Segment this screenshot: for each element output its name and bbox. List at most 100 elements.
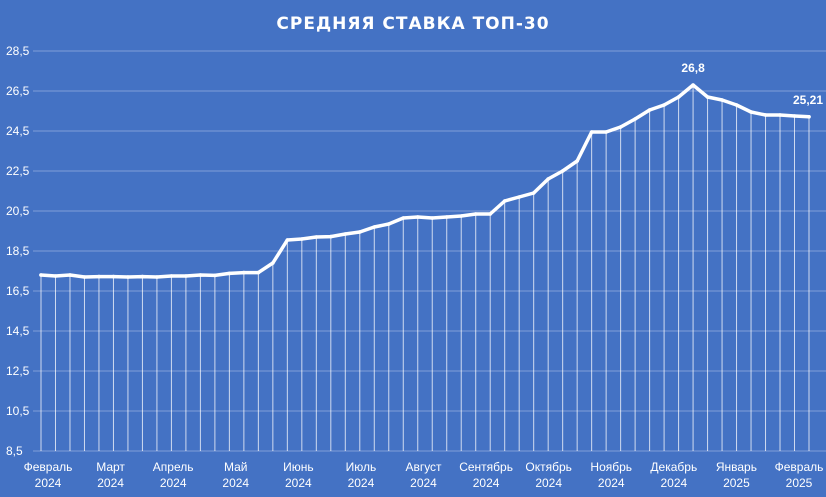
data-point: [560, 169, 565, 173]
data-point: [169, 274, 174, 278]
y-tick-label: 28,5: [6, 44, 30, 58]
data-point: [329, 234, 333, 239]
data-point: [575, 159, 579, 163]
data-point: [53, 274, 58, 278]
data-point: [415, 215, 420, 219]
data-point: [792, 114, 797, 118]
drop-lines: [40, 85, 810, 451]
series-layer: [39, 83, 811, 279]
data-point: [502, 199, 507, 203]
data-point: [357, 230, 362, 234]
y-tick-label: 10,5: [6, 404, 30, 418]
data-point: [271, 261, 275, 265]
data-point: [705, 95, 710, 99]
data-point: [372, 225, 377, 229]
x-tick-year: 2024: [97, 476, 124, 490]
data-point: [401, 216, 406, 220]
x-tick-year: 2024: [35, 476, 62, 490]
data-point: [126, 275, 130, 279]
data-point: [691, 83, 695, 87]
data-point: [778, 113, 782, 117]
data-point: [314, 235, 319, 239]
x-tick-year: 2025: [786, 476, 813, 490]
data-point: [807, 115, 811, 119]
data-point: [97, 274, 101, 279]
data-point: [531, 191, 536, 195]
data-point: [749, 110, 753, 114]
chart-title: СРЕДНЯЯ СТАВКА ТОП-30: [276, 14, 549, 34]
x-tick-year: 2024: [473, 476, 500, 490]
data-point: [39, 273, 43, 277]
data-point: [618, 125, 623, 129]
y-tick-label: 26,5: [6, 84, 30, 98]
data-point: [242, 270, 246, 275]
data-point: [589, 130, 594, 134]
y-tick-label: 24,5: [6, 124, 30, 138]
data-point: [459, 214, 464, 218]
data-point: [68, 273, 72, 277]
x-tick-month: Январь: [716, 460, 757, 474]
data-point: [473, 212, 478, 216]
x-tick-month: Апрель: [153, 460, 194, 474]
data-point: [720, 98, 724, 102]
data-point: [604, 130, 608, 134]
x-tick-month: Ноябрь: [590, 460, 632, 474]
x-tick-year: 2024: [598, 476, 625, 490]
data-point: [343, 232, 348, 236]
data-point: [546, 177, 550, 181]
data-point: [430, 216, 435, 220]
data-point: [662, 103, 666, 107]
data-point: [82, 275, 87, 279]
x-tick-month: Июнь: [283, 460, 314, 474]
data-point: [198, 273, 203, 277]
y-tick-label: 16,5: [6, 284, 30, 298]
data-point: [444, 215, 449, 219]
y-tick-label: 20,5: [6, 204, 30, 218]
x-tick-year: 2024: [348, 476, 375, 490]
y-tick-label: 22,5: [6, 164, 30, 178]
data-label: 25,21: [793, 93, 823, 107]
y-tick-label: 12,5: [6, 364, 30, 378]
x-tick-year: 2024: [285, 476, 312, 490]
data-point: [517, 195, 521, 199]
data-point: [734, 103, 739, 107]
y-tick-label: 8,5: [6, 444, 23, 458]
y-axis-ticks: 8,5 10,5 12,5 14,5 16,5 18,5 20,5 22,5 24,5 26,5 2…: [6, 44, 30, 458]
x-tick-year: 2024: [160, 476, 187, 490]
x-tick-year: 2024: [660, 476, 687, 490]
x-tick-month: Февраль: [24, 460, 73, 474]
x-tick-month: Сентябрь: [459, 460, 513, 474]
x-tick-month: Май: [224, 460, 248, 474]
y-tick-label: 14,5: [6, 324, 30, 338]
data-point: [256, 270, 261, 275]
data-point: [285, 238, 290, 242]
data-label: 26,8: [681, 61, 705, 75]
x-tick-year: 2024: [410, 476, 437, 490]
data-point: [300, 237, 304, 241]
data-point: [140, 274, 145, 279]
data-point: [488, 212, 493, 216]
y-tick-label: 18,5: [6, 244, 30, 258]
data-point: [227, 271, 232, 276]
x-axis-ticks: Февраль 2024 Март 2024 Апрель 2024 Май 2024 Июнь…: [24, 460, 824, 490]
x-tick-year: 2024: [535, 476, 562, 490]
data-point: [676, 95, 681, 99]
x-tick-year: 2025: [723, 476, 750, 490]
x-tick-month: Июль: [346, 460, 377, 474]
x-tick-month: Февраль: [775, 460, 824, 474]
data-point: [763, 113, 768, 117]
data-point: [213, 273, 217, 278]
data-point: [111, 274, 116, 279]
series-line: [39, 83, 811, 279]
x-tick-month: Октябрь: [525, 460, 572, 474]
data-point: [633, 117, 637, 121]
grid-layer: [33, 50, 826, 452]
x-tick-year: 2024: [222, 476, 249, 490]
x-tick-month: Декабрь: [650, 460, 697, 474]
data-point: [386, 222, 391, 226]
data-point: [647, 108, 652, 112]
x-tick-month: Март: [96, 460, 125, 474]
data-point: [155, 275, 159, 279]
